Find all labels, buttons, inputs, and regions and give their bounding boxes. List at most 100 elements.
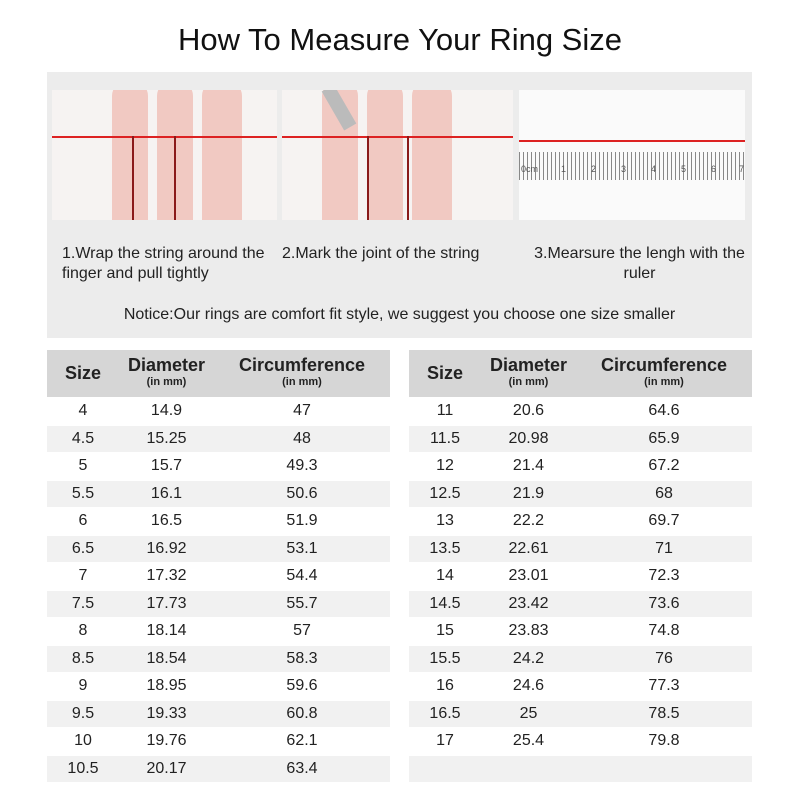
- table-cell: 18.14: [119, 617, 214, 645]
- table-cell: 24.2: [481, 644, 576, 673]
- table-row: 5.5 16.1 50.6: [47, 479, 390, 508]
- table-row: 13 22.2 69.7: [409, 507, 752, 535]
- table-cell: 15.5: [409, 644, 481, 673]
- table-cell: 23.01: [481, 562, 576, 590]
- table-cell: [576, 754, 752, 782]
- table-cell: 69.7: [576, 507, 752, 535]
- table-cell: 17.32: [119, 562, 214, 590]
- table-row: 4 14.9 47: [47, 397, 390, 425]
- table-cell: 23.42: [481, 589, 576, 618]
- table-cell: 65.9: [576, 424, 752, 453]
- table-cell: 48: [214, 424, 390, 453]
- table-cell: 18.95: [119, 672, 214, 700]
- table-cell: 19.76: [119, 727, 214, 755]
- table-cell: 13.5: [409, 534, 481, 563]
- table-cell: 10: [47, 727, 119, 755]
- table-row: 15 23.83 74.8: [409, 617, 752, 645]
- table-row: 14 23.01 72.3: [409, 562, 752, 590]
- circumference-header: Circumference (in mm): [214, 350, 390, 398]
- table-cell: 22.61: [481, 534, 576, 563]
- table-cell: 51.9: [214, 507, 390, 535]
- table-cell: 78.5: [576, 699, 752, 728]
- table-cell: 49.3: [214, 452, 390, 480]
- table-cell: 67.2: [576, 452, 752, 480]
- table-cell: 62.1: [214, 727, 390, 755]
- table-cell: 77.3: [576, 672, 752, 700]
- table-cell: 76: [576, 644, 752, 673]
- table-cell: 17: [409, 727, 481, 755]
- table-cell: 18.54: [119, 644, 214, 673]
- table-cell: 21.4: [481, 452, 576, 480]
- table-cell: 5: [47, 452, 119, 480]
- table-row: 6 16.5 51.9: [47, 507, 390, 535]
- table-cell: 73.6: [576, 589, 752, 618]
- size-table-right: Size Diameter (in mm) Circumference (in mm) 1…: [409, 350, 752, 782]
- mark-joint-photo: [282, 90, 513, 220]
- table-cell: 23.83: [481, 617, 576, 645]
- table-row: 6.5 16.92 53.1: [47, 534, 390, 563]
- table-cell: 55.7: [214, 589, 390, 618]
- table-cell: 9: [47, 672, 119, 700]
- table-cell: 14: [409, 562, 481, 590]
- table-cell: 79.8: [576, 727, 752, 755]
- table-cell: 25: [481, 699, 576, 728]
- table-cell: 8.5: [47, 644, 119, 673]
- table-cell: 24.6: [481, 672, 576, 700]
- table-row: 11 20.6 64.6: [409, 397, 752, 425]
- table-cell: 20.17: [119, 754, 214, 782]
- table-cell: [409, 754, 481, 782]
- table-row: 7.5 17.73 55.7: [47, 589, 390, 618]
- table-row: 12.5 21.9 68: [409, 479, 752, 508]
- table-cell: 17.73: [119, 589, 214, 618]
- table-cell: 9.5: [47, 699, 119, 728]
- instructions-panel: 0cm 1 2 3 4 5 6 7 1.Wrap the string arou…: [47, 72, 752, 338]
- table-cell: 47: [214, 397, 390, 425]
- table-row: 10 19.76 62.1: [47, 727, 390, 755]
- table-cell: 68: [576, 479, 752, 508]
- size-header: Size: [409, 350, 481, 398]
- table-cell: 74.8: [576, 617, 752, 645]
- step-1-text: 1.Wrap the string around the finger and …: [62, 245, 265, 282]
- table-header: Size Diameter (in mm) Circumference (in mm): [47, 350, 390, 398]
- page-title: How To Measure Your Ring Size: [177, 22, 622, 57]
- table-cell: 12.5: [409, 479, 481, 508]
- table-row: 16 24.6 77.3: [409, 672, 752, 700]
- table-cell: 16: [409, 672, 481, 700]
- table-row: 12 21.4 67.2: [409, 452, 752, 480]
- table-cell: 71: [576, 534, 752, 563]
- table-cell: 59.6: [214, 672, 390, 700]
- table-cell: 64.6: [576, 397, 752, 425]
- table-cell: 12: [409, 452, 481, 480]
- table-cell: 50.6: [214, 479, 390, 508]
- table-cell: 11.5: [409, 424, 481, 453]
- table-cell: 4.5: [47, 424, 119, 453]
- table-cell: 15: [409, 617, 481, 645]
- table-cell: 4: [47, 397, 119, 425]
- table-row: 14.5 23.42 73.6: [409, 589, 752, 618]
- size-header: Size: [47, 350, 119, 398]
- ruler-photo: 0cm 1 2 3 4 5 6 7: [519, 90, 745, 220]
- table-cell: 5.5: [47, 479, 119, 508]
- table-row: 15.5 24.2 76: [409, 644, 752, 673]
- table-cell: 10.5: [47, 754, 119, 782]
- table-cell: 63.4: [214, 754, 390, 782]
- table-cell: 72.3: [576, 562, 752, 590]
- table-row: 9 18.95 59.6: [47, 672, 390, 700]
- table-cell: 19.33: [119, 699, 214, 728]
- table-cell: 16.5: [119, 507, 214, 535]
- circumference-header: Circumference (in mm): [576, 350, 752, 398]
- table-cell: 15.25: [119, 424, 214, 453]
- table-row: [409, 754, 752, 782]
- table-cell: 7: [47, 562, 119, 590]
- table-cell: 16.5: [409, 699, 481, 728]
- table-cell: 20.6: [481, 397, 576, 425]
- table-cell: 6.5: [47, 534, 119, 563]
- table-row: 7 17.32 54.4: [47, 562, 390, 590]
- table-row: 8 18.14 57: [47, 617, 390, 645]
- step-2-text: 2.Mark the joint of the string: [282, 245, 480, 262]
- table-row: 13.5 22.61 71: [409, 534, 752, 563]
- table-row: 11.5 20.98 65.9: [409, 424, 752, 453]
- diameter-header: Diameter (in mm): [481, 350, 576, 398]
- table-cell: 8: [47, 617, 119, 645]
- table-cell: 22.2: [481, 507, 576, 535]
